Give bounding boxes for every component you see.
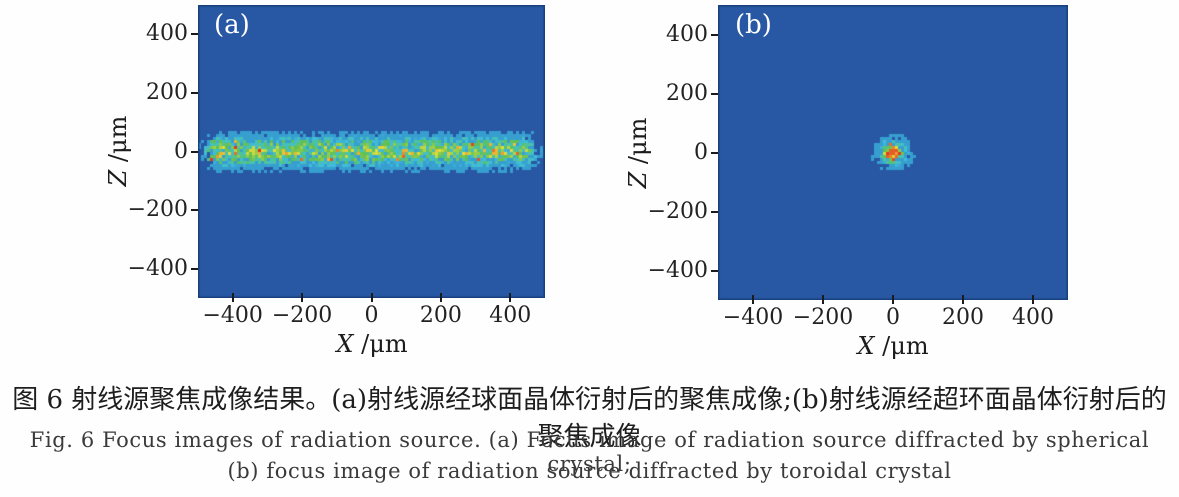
y-tick-mark <box>191 267 198 270</box>
caption-chinese: 图 6 射线源聚焦成像结果。(a)射线源经球面晶体衍射后的聚焦成像;(b)射线源… <box>12 385 1167 452</box>
x-tick-label: 400 <box>489 303 532 328</box>
x-tick-mark <box>892 295 894 304</box>
y-tick-mark <box>191 150 198 153</box>
x-tick-mark <box>822 295 824 304</box>
heatmap-canvas-b <box>718 5 1068 300</box>
x-axis-var-b: X <box>857 332 875 360</box>
x-tick-label: −400 <box>202 303 263 328</box>
y-tick-label: 400 <box>146 21 188 47</box>
x-axis-label-a: X /μm <box>292 330 452 358</box>
x-tick-mark <box>509 293 512 302</box>
y-tick-label: 400 <box>666 21 708 47</box>
caption-english-line2: (b) focus image of radiation source diff… <box>227 459 952 483</box>
panel-label-a: (a) <box>214 10 250 40</box>
x-tick-mark <box>752 295 754 304</box>
x-axis-label-b: X /μm <box>813 332 973 360</box>
x-tick-mark <box>439 293 442 302</box>
y-tick-label: 200 <box>666 80 708 106</box>
x-tick-label: −200 <box>271 303 333 328</box>
x-axis-var-a: X <box>336 330 354 358</box>
x-axis-unit-b: /μm <box>874 332 929 360</box>
x-tick-label: 200 <box>419 303 462 328</box>
caption-english-line1: Fig. 6 Focus images of radiation source.… <box>29 428 1150 476</box>
y-tick-mark <box>191 209 198 212</box>
x-tick-mark <box>962 295 964 304</box>
panel-label-b: (b) <box>735 10 772 40</box>
x-axis-unit-a: /μm <box>353 330 408 358</box>
y-tick-label: 0 <box>694 139 708 165</box>
y-tick-label: −200 <box>127 197 188 223</box>
x-tick-label: 200 <box>942 305 984 330</box>
y-tick-mark <box>191 33 198 36</box>
x-tick-mark <box>231 293 234 302</box>
z-axis-var-a: Z <box>104 169 132 187</box>
x-tick-mark <box>1032 295 1034 304</box>
y-tick-mark <box>711 210 718 213</box>
x-tick-mark <box>301 293 304 302</box>
y-tick-mark <box>711 151 718 154</box>
x-tick-label: 0 <box>886 305 900 330</box>
x-tick-mark <box>370 293 373 302</box>
y-tick-mark <box>711 269 718 272</box>
y-tick-mark <box>191 91 198 94</box>
x-tick-label: −200 <box>792 305 854 330</box>
y-tick-mark <box>711 33 718 36</box>
y-tick-label: 200 <box>146 79 188 105</box>
x-tick-label: 400 <box>1012 305 1054 330</box>
y-tick-label: −400 <box>647 257 708 283</box>
y-tick-mark <box>711 92 718 95</box>
heatmap-canvas-a <box>198 5 545 298</box>
z-axis-var-b: Z <box>624 171 652 189</box>
y-tick-label: 0 <box>174 138 188 164</box>
y-tick-label: −400 <box>127 255 188 281</box>
x-tick-label: −400 <box>722 305 784 330</box>
x-tick-label: 0 <box>364 303 379 328</box>
y-tick-label: −200 <box>647 198 708 224</box>
